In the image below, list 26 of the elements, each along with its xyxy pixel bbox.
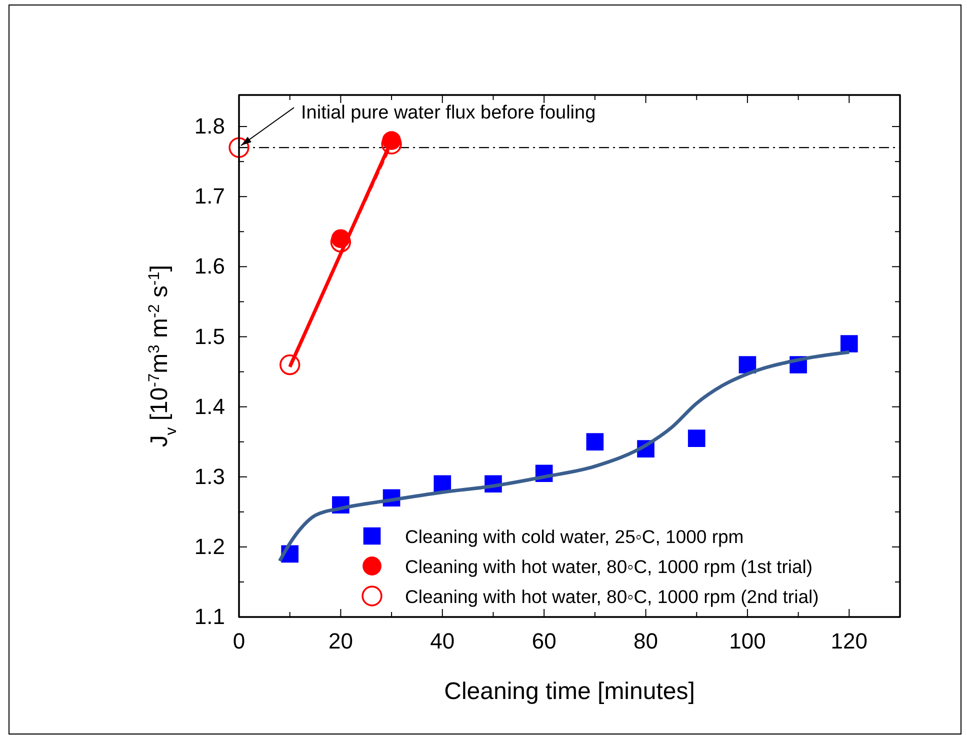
- y-tick-label: 1.8: [194, 114, 225, 139]
- point: [280, 354, 300, 376]
- x-tick-label: 20: [328, 628, 353, 654]
- x-tick-label: 100: [729, 628, 766, 654]
- x-tick-label: 0: [232, 628, 246, 654]
- y-tick-label: 1.4: [194, 394, 225, 419]
- x-tick-label: 60: [532, 628, 556, 654]
- point: [688, 430, 706, 447]
- y-tick-label: 1.5: [194, 324, 225, 349]
- y-tick-label: 1.3: [194, 464, 225, 489]
- y-tick-label: 1.6: [194, 254, 225, 279]
- annotation: Initial pure water flux before fouling: [301, 102, 596, 124]
- x-tick-label: 40: [430, 628, 455, 654]
- point: [586, 433, 604, 450]
- legend-label: Cleaning with hot water, 80◦C, 1000 rpm (1st trial): [405, 556, 813, 577]
- y-tick-label: 1.1: [194, 604, 225, 630]
- y-tick-label: 1.2: [194, 534, 225, 559]
- y-tick-label: 1.7: [194, 184, 225, 209]
- legend-label: Cleaning with hot water, 80◦C, 1000 rpm (2nd trial): [405, 586, 819, 607]
- legend-label: Cleaning with cold water, 25◦C, 1000 rpm: [405, 526, 744, 547]
- x-tick-label: 80: [634, 628, 658, 654]
- point: [228, 137, 250, 158]
- point: [738, 356, 756, 374]
- x-axis-title: Cleaning time [minutes]: [444, 678, 695, 705]
- x-tick-label: 120: [830, 628, 868, 654]
- point: [840, 335, 858, 352]
